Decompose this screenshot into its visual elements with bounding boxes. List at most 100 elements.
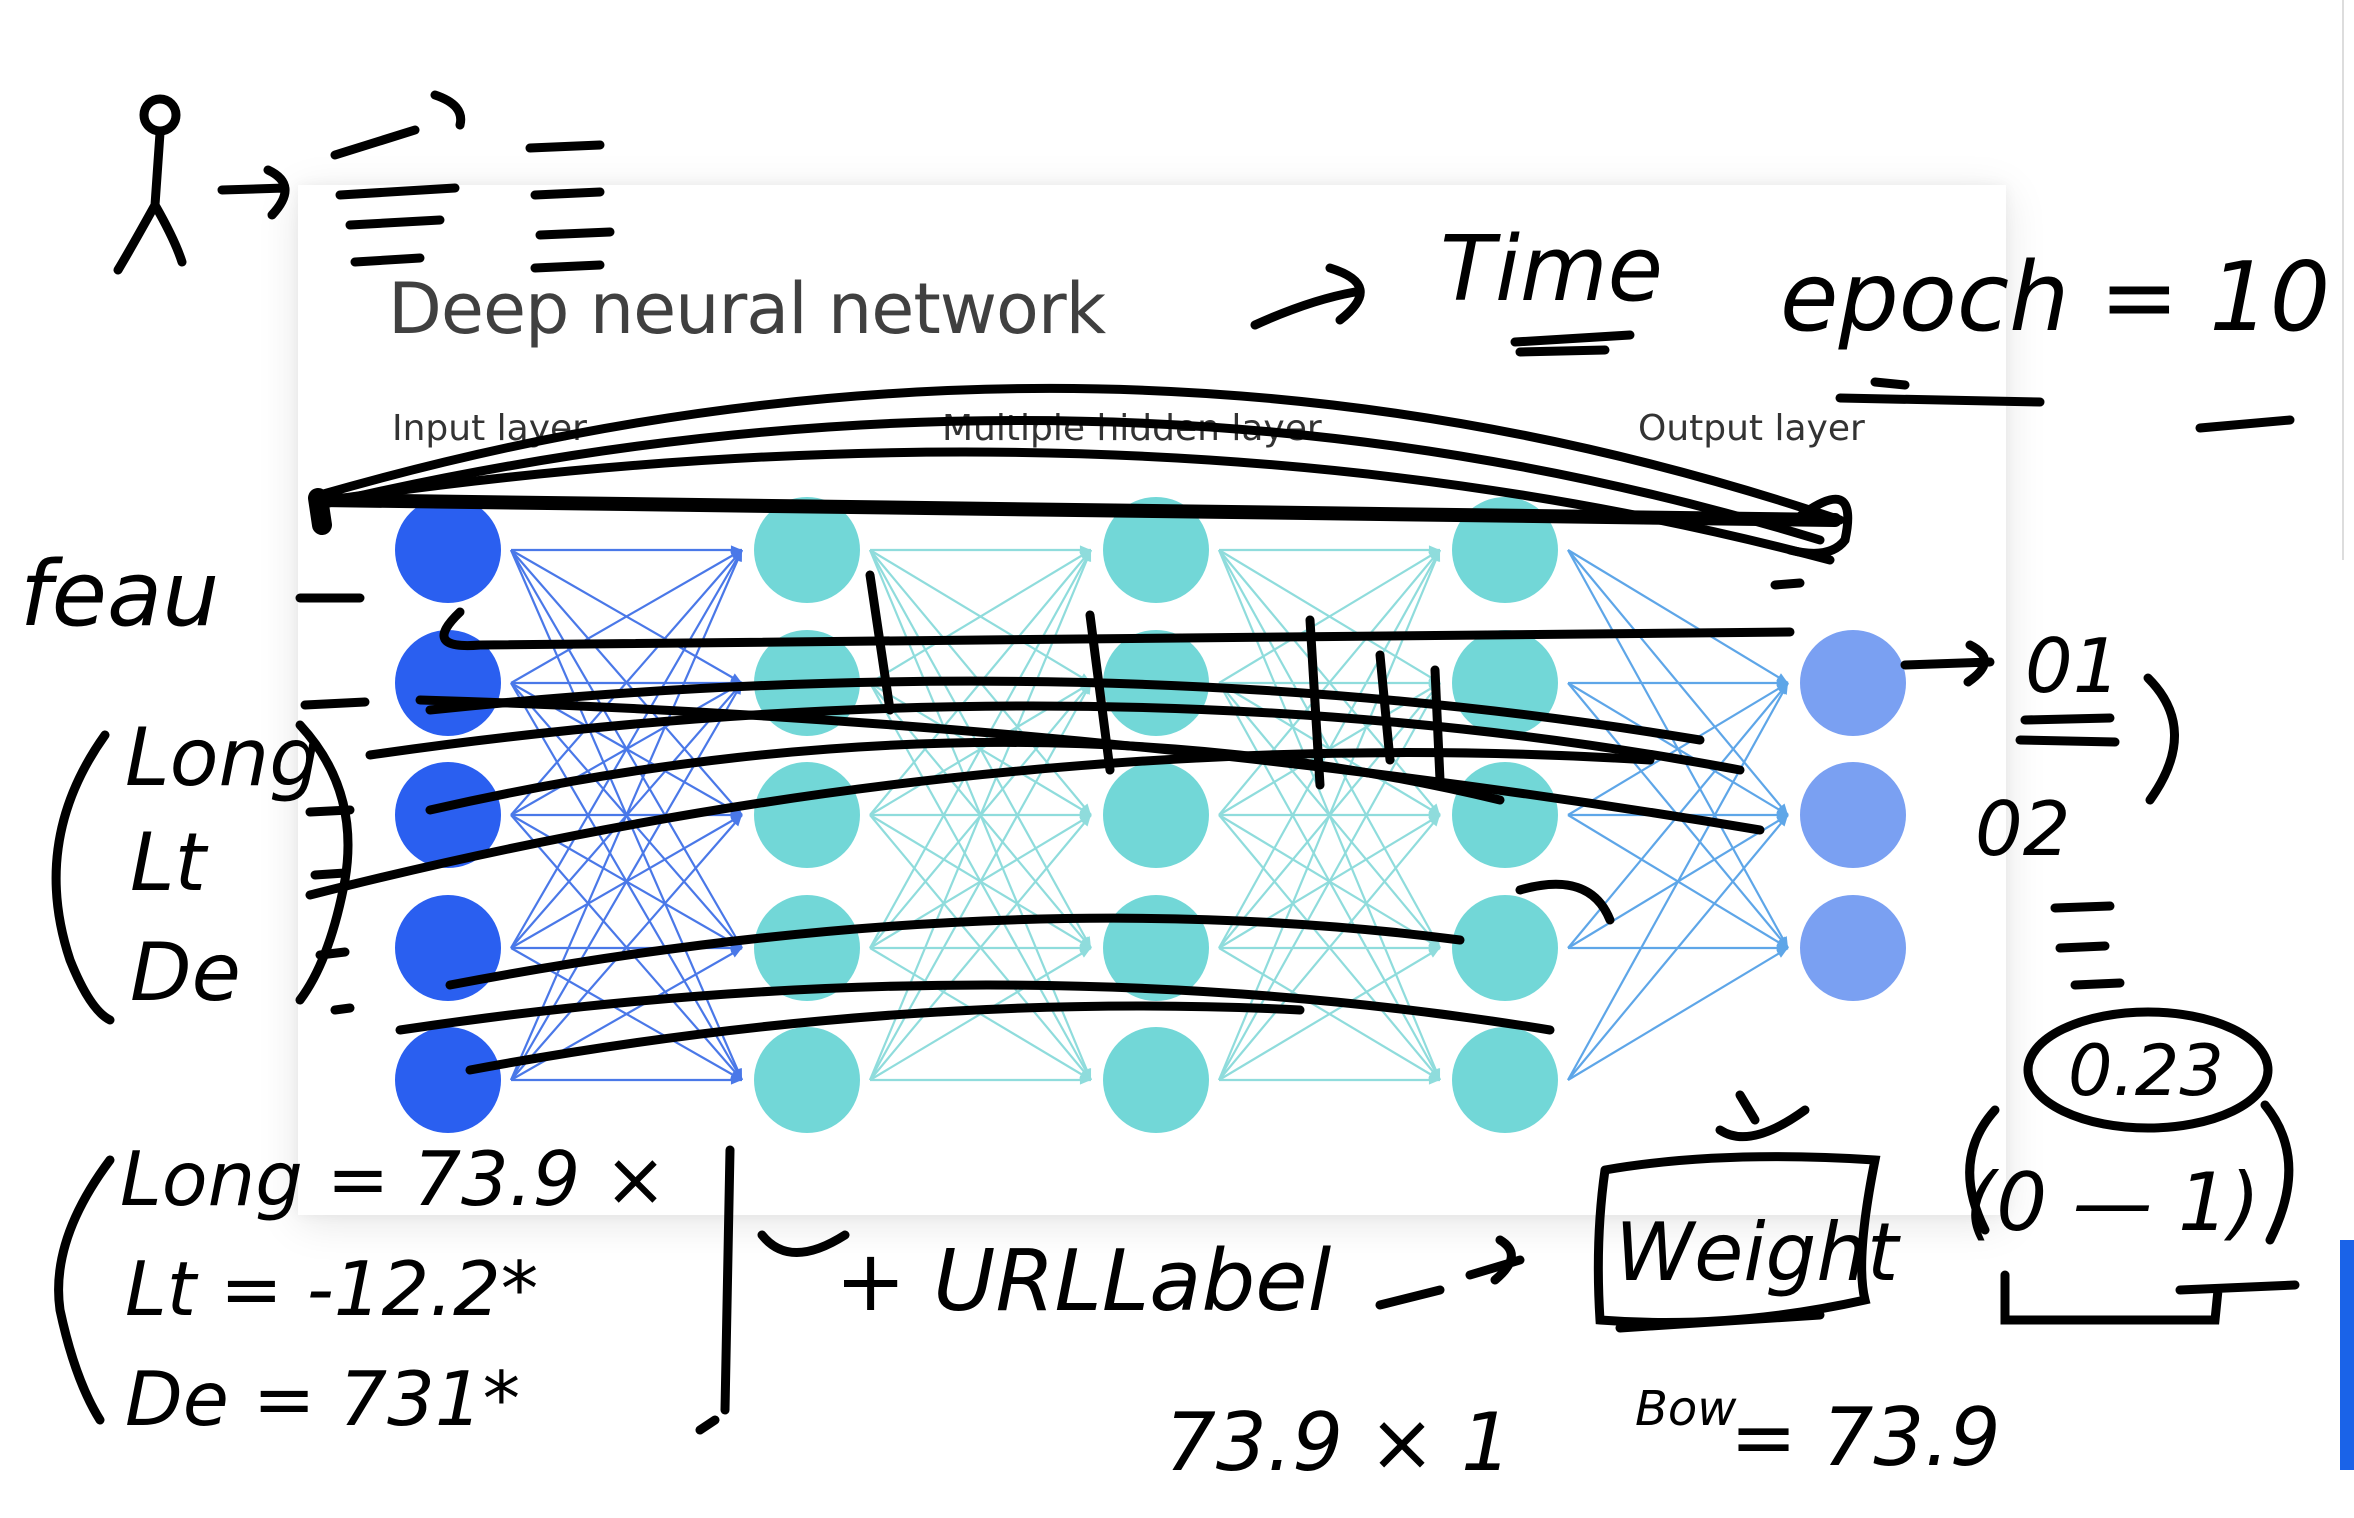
arrowhead-3-4-1: [1777, 815, 1788, 827]
ink-text-time: Time: [1440, 217, 1663, 322]
ink-arrow-time: [1250, 263, 1365, 330]
ink-arrow-out: [1900, 640, 1995, 687]
ink-line-7: [445, 913, 1465, 990]
edge-3-4-1: [1567, 814, 1789, 1081]
input-node-1: [395, 497, 501, 603]
ink-arrow-1: [217, 165, 290, 220]
ink-dashes-out: [2050, 901, 2125, 990]
edge-3-4-2: [1567, 947, 1789, 1081]
ink-text-output-2: 02: [1975, 785, 2070, 873]
ink-weight-underline: [1615, 1310, 1825, 1333]
ink-paren-left: [51, 730, 115, 1025]
ink-line-1: [439, 607, 1795, 651]
ink-text-epoch: epoch = 10: [1780, 243, 2330, 353]
edge-0-1-0: [510, 549, 743, 684]
output-node-1: [1800, 630, 1906, 736]
edge-0-3-0: [510, 549, 743, 949]
ink-eq-bar: [695, 1145, 735, 1435]
ink-epoch-underline: [1835, 377, 2045, 407]
ink-paren-out: [2143, 673, 2179, 805]
edge-2-4-2: [1218, 814, 1441, 1081]
ink-text-feature-3: De: [130, 926, 241, 1019]
arrowhead-2-4-0: [1431, 550, 1441, 562]
ink-figure: [113, 128, 187, 275]
edge-3-4-0: [1567, 682, 1789, 1081]
hidden2-node-5: [1103, 1027, 1209, 1133]
hidden1-node-1: [754, 497, 860, 603]
ink-lines-1: [330, 90, 466, 267]
hidden3-node-3: [1452, 762, 1558, 868]
arrowhead-2-4-4: [1428, 1075, 1440, 1085]
ink-paren-right: [295, 720, 353, 1005]
edge-2-4-3: [1218, 947, 1441, 1081]
arrowhead-0-4-3: [730, 948, 742, 958]
edge-3-2-0: [1567, 682, 1789, 816]
ink-text-probability: 0.23: [2068, 1030, 2224, 1112]
ink-bracket: [2000, 1270, 2300, 1325]
ink-strokes: [51, 90, 2300, 1435]
ink-text-feature: feau: [20, 542, 219, 647]
ink-prob-circle: [2023, 1007, 2273, 1133]
ink-arrow-weight: [1375, 1235, 1525, 1310]
ink-line-6: [305, 748, 1655, 900]
ink-dashes: [300, 697, 370, 1015]
output-node-3: [1800, 895, 1906, 1001]
arrowhead-3-4-2: [1776, 948, 1788, 958]
ink-text-equation-1: Long = 73.9 ×: [120, 1135, 667, 1223]
ink-line-9: [465, 1001, 1305, 1075]
ink-text-result: = 73.9: [1730, 1391, 2001, 1484]
arrowhead-0-4-0: [733, 550, 742, 562]
ink-dot-start: [308, 488, 332, 535]
ink-eq-paren-left: [54, 1155, 115, 1425]
hidden3-node-4: [1452, 895, 1558, 1001]
ink-text-range: (0 — 1): [1965, 1156, 2260, 1249]
hidden2-node-1: [1103, 497, 1209, 603]
ink-underline-01: [2015, 713, 2120, 747]
hidden1-node-4: [754, 895, 860, 1001]
edge-1-3-0: [869, 549, 1092, 949]
arrowhead-3-4-0: [1778, 683, 1788, 695]
arrowhead-1-4-0: [1082, 550, 1092, 562]
arrowhead-2-4-2: [1429, 815, 1440, 827]
hidden1-node-3: [754, 762, 860, 868]
ink-line-3: [365, 701, 1745, 775]
ink-hook: [1515, 879, 1615, 925]
screen-edge-bar: [2340, 1240, 2354, 1470]
output-node-2: [1800, 762, 1906, 868]
ink-text-feature-1: Long: [125, 711, 320, 804]
screen-edge-line: [2342, 0, 2344, 560]
diagram-title: Deep neural network: [388, 268, 1106, 350]
arrowhead-0-4-4: [730, 1075, 742, 1085]
edge-0-2-0: [510, 549, 743, 816]
ink-text-equation-2: Lt = -12.2*: [125, 1245, 538, 1333]
ink-head: [139, 94, 181, 136]
ink-check-2: [757, 1230, 850, 1257]
ink-parens-range: [1965, 1100, 2294, 1245]
ink-text-calc: 73.9 × 1: [1165, 1396, 1512, 1489]
ink-arc-2: [315, 416, 1825, 545]
edge-2-1-0: [1218, 549, 1441, 684]
output-layer-label: Output layer: [1638, 408, 1865, 449]
ink-text-url-label: + URLLabel: [835, 1232, 1332, 1331]
ink-line-2: [425, 676, 1705, 745]
input-node-5: [395, 1027, 501, 1133]
hidden2-node-3: [1103, 762, 1209, 868]
ink-line-8: [395, 980, 1555, 1035]
edge-2-2-0: [1218, 549, 1441, 816]
hidden3-node-5: [1452, 1027, 1558, 1133]
arrowhead-1-4-4: [1079, 1075, 1091, 1085]
input-node-3: [395, 762, 501, 868]
ink-line-5: [425, 737, 1505, 815]
arrowhead-2-4-3: [1428, 948, 1440, 958]
ink-dash-out: [1770, 578, 1805, 590]
ink-arc-1: [315, 383, 1845, 525]
ink-cuts: [865, 570, 1445, 790]
ink-text-output-1: 01: [2025, 622, 2120, 710]
ink-lines-2: [525, 140, 615, 273]
arrowhead-1-4-2: [1080, 815, 1091, 827]
arrowhead-1-4-3: [1079, 948, 1091, 958]
ink-text-weight: Weight: [1615, 1206, 1901, 1299]
edge-3-0-0: [1567, 549, 1789, 684]
ink-arc-4: [313, 493, 1842, 527]
